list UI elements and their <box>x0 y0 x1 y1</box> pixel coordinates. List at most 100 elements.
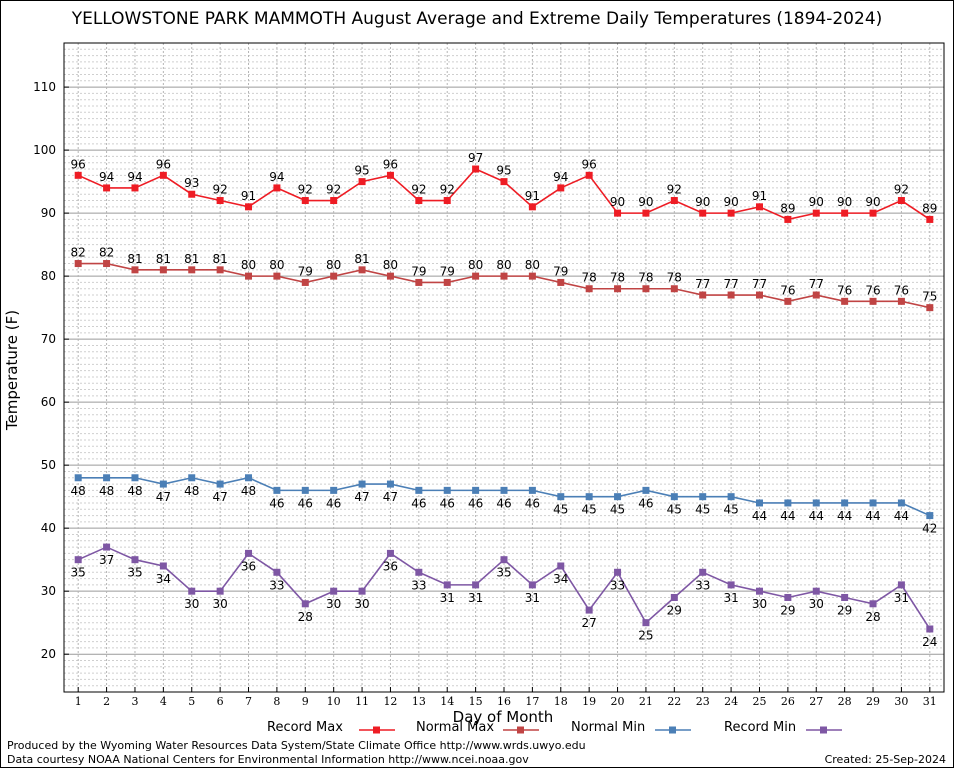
data-label: 45 <box>667 503 682 517</box>
data-point <box>727 493 735 501</box>
data-label: 81 <box>184 252 199 266</box>
data-point <box>557 493 565 501</box>
data-point <box>897 581 905 589</box>
data-point <box>74 171 82 179</box>
data-point <box>585 285 593 293</box>
x-axis-label: Day of Month <box>453 708 554 726</box>
legend-label-record-min: Record Min <box>724 720 797 735</box>
data-point <box>528 486 536 494</box>
data-label: 48 <box>241 484 256 498</box>
x-tick-label: 22 <box>667 695 681 708</box>
data-label: 46 <box>298 496 313 510</box>
data-label: 36 <box>383 559 398 573</box>
data-label: 31 <box>894 591 909 605</box>
data-label: 30 <box>184 597 199 611</box>
data-label: 35 <box>127 566 142 580</box>
data-label: 45 <box>610 503 625 517</box>
data-point <box>812 209 820 217</box>
data-label: 92 <box>411 183 426 197</box>
data-point <box>273 184 281 192</box>
data-label: 29 <box>667 603 682 617</box>
data-point <box>103 184 111 192</box>
data-label: 45 <box>695 503 710 517</box>
data-point <box>926 625 934 633</box>
data-point <box>642 619 650 627</box>
data-point <box>727 581 735 589</box>
data-label: 30 <box>326 597 341 611</box>
data-label: 31 <box>525 591 540 605</box>
data-point <box>415 197 423 205</box>
data-point <box>841 499 849 507</box>
data-point <box>188 190 196 198</box>
data-point <box>926 512 934 520</box>
data-label: 44 <box>837 509 852 523</box>
data-label: 30 <box>354 597 369 611</box>
data-label: 45 <box>582 503 597 517</box>
grid <box>64 42 944 693</box>
data-point <box>812 587 820 595</box>
data-label: 81 <box>354 252 369 266</box>
data-label: 75 <box>922 290 937 304</box>
data-label: 81 <box>212 252 227 266</box>
data-point <box>386 549 394 557</box>
data-point <box>614 568 622 576</box>
x-tick-label: 18 <box>554 695 568 708</box>
data-point <box>358 480 366 488</box>
data-point <box>869 600 877 608</box>
x-tick-label: 13 <box>412 695 426 708</box>
data-label: 47 <box>156 490 171 504</box>
legend-label-normal-min: Normal Min <box>571 720 646 735</box>
data-point <box>926 304 934 312</box>
data-label: 37 <box>99 553 114 567</box>
data-label: 33 <box>610 578 625 592</box>
data-point <box>245 272 253 280</box>
data-label: 79 <box>553 264 568 278</box>
data-point <box>358 266 366 274</box>
data-label: 80 <box>269 258 284 272</box>
data-label: 90 <box>638 195 653 209</box>
data-point <box>386 171 394 179</box>
data-point <box>841 209 849 217</box>
data-point <box>869 297 877 305</box>
data-label: 95 <box>354 164 369 178</box>
data-label: 42 <box>922 522 937 536</box>
data-label: 33 <box>411 578 426 592</box>
data-point <box>869 209 877 217</box>
data-label: 45 <box>553 503 568 517</box>
x-tick-label: 8 <box>273 695 280 708</box>
x-tick-label: 20 <box>611 695 625 708</box>
data-label: 33 <box>695 578 710 592</box>
data-point <box>415 278 423 286</box>
data-point <box>528 581 536 589</box>
data-label: 48 <box>71 484 86 498</box>
data-point <box>500 486 508 494</box>
data-point <box>245 203 253 211</box>
data-point <box>74 474 82 482</box>
x-tick-label: 12 <box>383 695 397 708</box>
data-point <box>557 562 565 570</box>
data-label: 30 <box>809 597 824 611</box>
data-point <box>330 197 338 205</box>
data-point <box>670 197 678 205</box>
y-tick-label: 40 <box>41 521 56 535</box>
data-label: 47 <box>354 490 369 504</box>
legend-label-normal-max: Normal Max <box>416 720 495 735</box>
data-label: 89 <box>780 201 795 215</box>
x-tick-label: 21 <box>639 695 653 708</box>
data-point <box>330 272 338 280</box>
data-point <box>500 272 508 280</box>
data-point <box>301 600 309 608</box>
data-point <box>784 593 792 601</box>
data-point <box>103 474 111 482</box>
data-label: 94 <box>269 170 284 184</box>
legend-label-record-max: Record Max <box>267 720 343 735</box>
data-label: 82 <box>71 246 86 260</box>
x-tick-label: 23 <box>696 695 710 708</box>
data-label: 46 <box>269 496 284 510</box>
data-point <box>869 499 877 507</box>
x-tick-label: 14 <box>440 695 454 708</box>
data-label: 76 <box>780 283 795 297</box>
data-point <box>188 474 196 482</box>
data-label: 96 <box>71 157 86 171</box>
y-tick-label: 30 <box>41 584 56 598</box>
